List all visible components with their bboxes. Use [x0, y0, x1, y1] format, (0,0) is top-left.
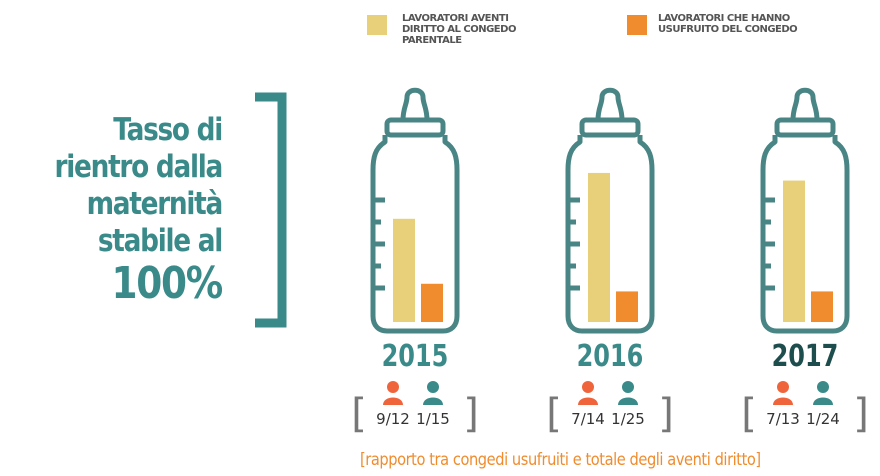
bar: [421, 283, 443, 322]
bracket-left: [: [741, 391, 757, 437]
bottle-collar: [774, 117, 836, 138]
person-head: [777, 381, 789, 393]
bottle-body: [760, 135, 850, 334]
person-body: [423, 397, 443, 405]
person-body: [578, 397, 598, 405]
bar: [811, 291, 833, 322]
bar: [783, 180, 805, 322]
headline-line: stabile al: [97, 223, 223, 259]
bar: [393, 218, 415, 322]
ratio-male: 1/25: [611, 410, 645, 428]
person-head: [427, 381, 439, 393]
ratio-female: 7/14: [571, 410, 605, 428]
bar: [588, 172, 610, 322]
bottle-body: [370, 135, 460, 334]
person-head: [582, 381, 594, 393]
bottle-nipple: [790, 87, 820, 121]
bracket-right: ]: [658, 391, 674, 437]
person-head: [817, 381, 829, 393]
person-body: [383, 397, 403, 405]
bracket: [255, 92, 287, 328]
headline-line: rientro dalla: [54, 149, 224, 185]
ratio-female: 9/12: [376, 410, 410, 428]
bottle-collar: [384, 117, 446, 138]
footnote: [rapporto tra congedi usufruiti e totale…: [360, 450, 761, 470]
person-body: [773, 397, 793, 405]
headline-figure: 100%: [111, 258, 224, 309]
legend-label: LAVORATORI AVENTI DIRITTO AL CONGEDO PAR…: [402, 13, 516, 46]
person-head: [622, 381, 634, 393]
ratio-female: 7/13: [766, 410, 800, 428]
bracket-right: ]: [463, 391, 479, 437]
year-label: 2015: [382, 339, 449, 373]
headline-line: Tasso di: [113, 112, 223, 148]
headline: Tasso di rientro dalla maternità stabile…: [25, 112, 224, 309]
legend-label: LAVORATORI CHE HANNO USUFRUITO DEL CONGE…: [658, 13, 798, 35]
bottle-body: [565, 135, 655, 334]
legend-swatch: [367, 15, 387, 35]
bottle: [565, 87, 655, 334]
person-head: [387, 381, 399, 393]
headline-line: maternità: [86, 186, 224, 222]
year-label: 2017: [772, 339, 839, 373]
bracket-right: ]: [853, 391, 869, 437]
bottle-nipple: [595, 87, 625, 121]
legend-swatch: [627, 15, 647, 35]
ratio-male: 1/24: [806, 410, 840, 428]
bottle-nipple: [400, 87, 430, 121]
person-body: [618, 397, 638, 405]
bottle: [370, 87, 460, 334]
ratio-male: 1/15: [416, 410, 450, 428]
bottle: [760, 87, 850, 334]
person-body: [813, 397, 833, 405]
year-label: 2016: [577, 339, 644, 373]
bracket-left: [: [546, 391, 562, 437]
bottle-collar: [579, 117, 641, 138]
bracket-left: [: [351, 391, 367, 437]
bar: [616, 291, 638, 322]
